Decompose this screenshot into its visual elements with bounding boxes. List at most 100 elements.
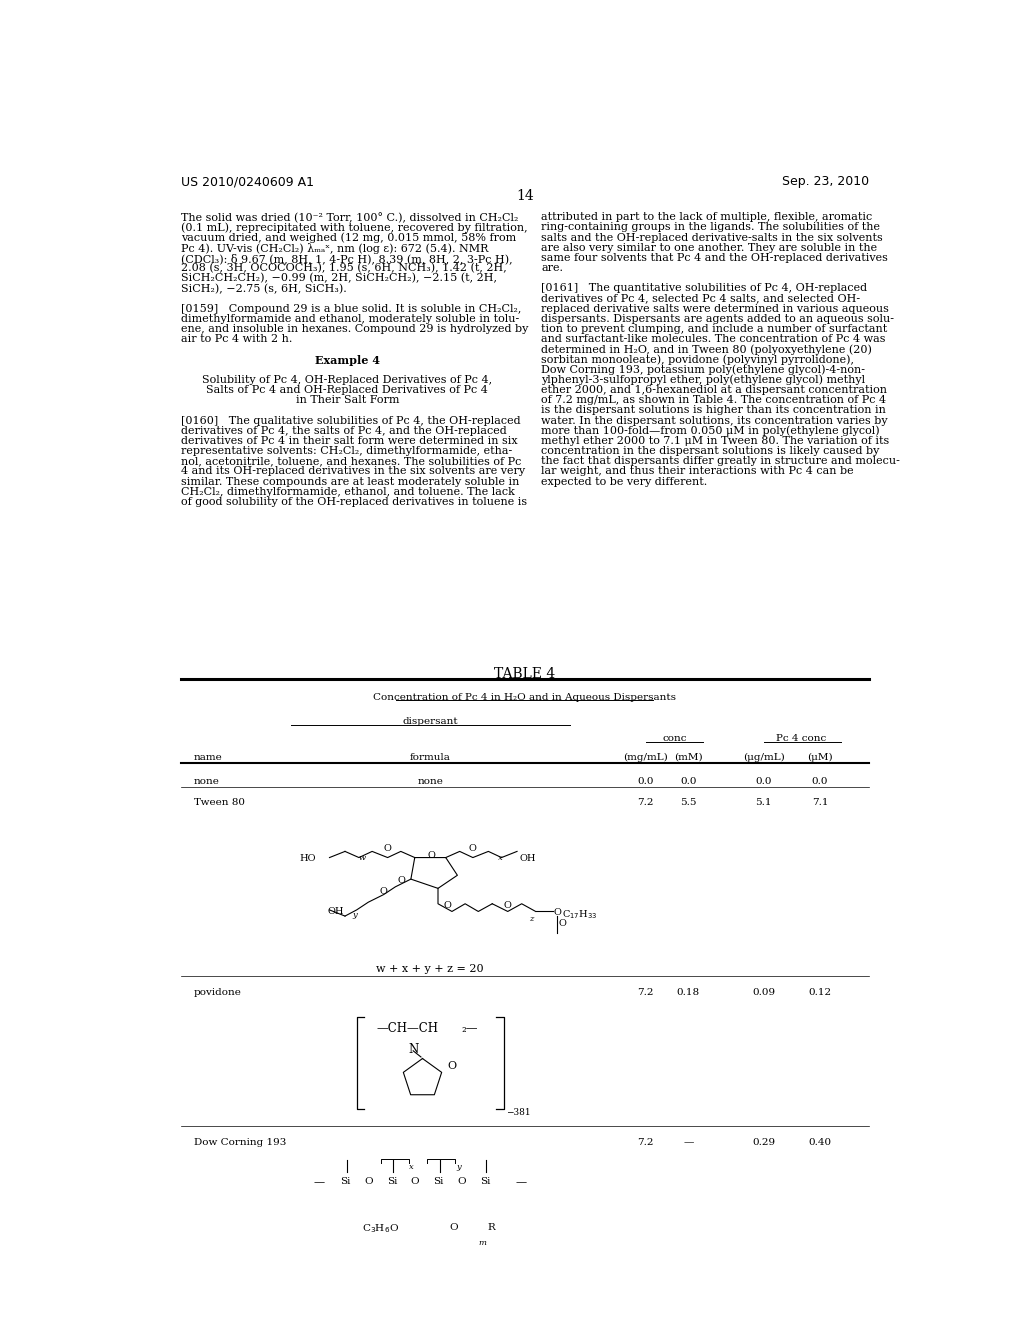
Text: y: y (352, 911, 356, 920)
Text: dimethylformamide and ethanol, moderately soluble in tolu-: dimethylformamide and ethanol, moderatel… (180, 314, 519, 323)
Text: —CH—CH: —CH—CH (376, 1022, 438, 1035)
Text: Si: Si (387, 1177, 397, 1187)
Text: TABLE 4: TABLE 4 (495, 667, 555, 681)
Text: 7.1: 7.1 (812, 799, 828, 808)
Text: O: O (380, 887, 388, 896)
Text: 0.12: 0.12 (809, 987, 831, 997)
Text: w: w (358, 854, 366, 862)
Text: (mg/mL): (mg/mL) (624, 752, 668, 762)
Text: (0.1 mL), reprecipitated with toluene, recovered by filtration,: (0.1 mL), reprecipitated with toluene, r… (180, 223, 527, 234)
Text: 0.29: 0.29 (752, 1138, 775, 1147)
Text: 2.08 (s, 3H, OCOCOCH₃), 1.95 (s, 6H, NCH₃), 1.42 (t, 2H,: 2.08 (s, 3H, OCOCOCH₃), 1.95 (s, 6H, NCH… (180, 263, 507, 273)
Text: O: O (411, 1177, 419, 1187)
Text: sorbitan monooleate), povidone (polyvinyl pyrrolidone),: sorbitan monooleate), povidone (polyviny… (541, 355, 854, 366)
Text: SiCH₂), −2.75 (s, 6H, SiCH₃).: SiCH₂), −2.75 (s, 6H, SiCH₃). (180, 284, 346, 294)
Text: concentration in the dispersant solutions is likely caused by: concentration in the dispersant solution… (541, 446, 880, 457)
Text: Sep. 23, 2010: Sep. 23, 2010 (781, 176, 869, 189)
Text: in Their Salt Form: in Their Salt Form (296, 395, 399, 405)
Text: ₂—: ₂— (461, 1022, 478, 1035)
Text: similar. These compounds are at least moderately soluble in: similar. These compounds are at least mo… (180, 477, 519, 487)
Text: Pc 4). UV-vis (CH₂Cl₂) λₘₐˣ, nm (log ε): 672 (5.4). NMR: Pc 4). UV-vis (CH₂Cl₂) λₘₐˣ, nm (log ε):… (180, 243, 488, 253)
Text: [0161]   The quantitative solubilities of Pc 4, OH-replaced: [0161] The quantitative solubilities of … (541, 284, 867, 293)
Text: O: O (559, 919, 566, 928)
Text: Si: Si (340, 1177, 351, 1187)
Text: Concentration of Pc 4 in H₂O and in Aqueous Dispersants: Concentration of Pc 4 in H₂O and in Aque… (374, 693, 676, 702)
Text: O: O (447, 1061, 457, 1072)
Text: are also very similar to one another. They are soluble in the: are also very similar to one another. Th… (541, 243, 878, 253)
Text: conc: conc (663, 734, 687, 743)
Text: of 7.2 mg/mL, as shown in Table 4. The concentration of Pc 4: of 7.2 mg/mL, as shown in Table 4. The c… (541, 395, 886, 405)
Text: tion to prevent clumping, and include a number of surfactant: tion to prevent clumping, and include a … (541, 325, 888, 334)
Text: C$_3$H$_6$O: C$_3$H$_6$O (362, 1222, 399, 1234)
Text: —: — (515, 1177, 526, 1187)
Text: expected to be very different.: expected to be very different. (541, 477, 708, 487)
Text: The solid was dried (10⁻² Torr, 100° C.), dissolved in CH₂Cl₂: The solid was dried (10⁻² Torr, 100° C.)… (180, 213, 518, 223)
Text: OH: OH (328, 907, 344, 916)
Text: Pc 4 conc: Pc 4 conc (775, 734, 825, 743)
Text: Dow Corning 193: Dow Corning 193 (194, 1138, 287, 1147)
Text: more than 100-fold—from 0.050 μM in poly(ethylene glycol): more than 100-fold—from 0.050 μM in poly… (541, 426, 880, 437)
Text: O: O (397, 876, 406, 884)
Text: O: O (450, 1224, 459, 1233)
Text: Si: Si (433, 1177, 443, 1187)
Text: US 2010/0240609 A1: US 2010/0240609 A1 (180, 176, 313, 189)
Text: vacuum dried, and weighed (12 mg, 0.015 mmol, 58% from: vacuum dried, and weighed (12 mg, 0.015 … (180, 232, 516, 243)
Text: Example 4: Example 4 (314, 355, 380, 366)
Text: 0.40: 0.40 (809, 1138, 831, 1147)
Text: [0159]   Compound 29 is a blue solid. It is soluble in CH₂Cl₂,: [0159] Compound 29 is a blue solid. It i… (180, 304, 521, 314)
Text: are.: are. (541, 263, 563, 273)
Text: determined in H₂O, and in Tween 80 (polyoxyethylene (20): determined in H₂O, and in Tween 80 (poly… (541, 345, 872, 355)
Text: SiCH₂CH₂CH₂), −0.99 (m, 2H, SiCH₂CH₂), −2.15 (t, 2H,: SiCH₂CH₂CH₂), −0.99 (m, 2H, SiCH₂CH₂), −… (180, 273, 497, 284)
Text: replaced derivative salts were determined in various aqueous: replaced derivative salts were determine… (541, 304, 889, 314)
Text: y: y (456, 1163, 461, 1171)
Text: (CDCl₃): δ 9.67 (m, 8H, 1, 4-Pc H), 8.39 (m, 8H, 2, 3-Pc H),: (CDCl₃): δ 9.67 (m, 8H, 1, 4-Pc H), 8.39… (180, 253, 512, 264)
Text: ene, and insoluble in hexanes. Compound 29 is hydrolyzed by: ene, and insoluble in hexanes. Compound … (180, 325, 528, 334)
Text: povidone: povidone (194, 987, 242, 997)
Text: nol, acetonitrile, toluene, and hexanes. The solubilities of Pc: nol, acetonitrile, toluene, and hexanes.… (180, 457, 521, 466)
Text: 0.18: 0.18 (677, 987, 699, 997)
Text: formula: formula (410, 752, 451, 762)
Text: —: — (683, 1138, 693, 1147)
Text: m: m (478, 1238, 486, 1246)
Text: 0.0: 0.0 (756, 776, 772, 785)
Text: Tween 80: Tween 80 (194, 799, 245, 808)
Text: 7.2: 7.2 (638, 799, 654, 808)
Text: none: none (418, 776, 443, 785)
Text: z: z (528, 915, 534, 923)
Text: −381: −381 (506, 1107, 530, 1117)
Text: C$_{17}$H$_{33}$: C$_{17}$H$_{33}$ (562, 908, 597, 921)
Text: Salts of Pc 4 and OH-Replaced Derivatives of Pc 4: Salts of Pc 4 and OH-Replaced Derivative… (207, 385, 488, 395)
Text: salts and the OH-replaced derivative-salts in the six solvents: salts and the OH-replaced derivative-sal… (541, 232, 883, 243)
Text: derivatives of Pc 4, the salts of Pc 4, and the OH-replaced: derivatives of Pc 4, the salts of Pc 4, … (180, 426, 507, 436)
Text: 0.0: 0.0 (680, 776, 696, 785)
Text: 5.5: 5.5 (680, 799, 696, 808)
Text: 7.2: 7.2 (638, 1138, 654, 1147)
Text: O: O (504, 900, 512, 909)
Text: 5.1: 5.1 (756, 799, 772, 808)
Text: (μM): (μM) (807, 752, 833, 762)
Text: HO: HO (299, 854, 315, 863)
Text: derivatives of Pc 4, selected Pc 4 salts, and selected OH-: derivatives of Pc 4, selected Pc 4 salts… (541, 293, 860, 304)
Text: O: O (554, 908, 561, 917)
Text: x: x (410, 1163, 414, 1171)
Text: ether 2000, and 1,6-hexanediol at a dispersant concentration: ether 2000, and 1,6-hexanediol at a disp… (541, 385, 887, 395)
Text: O: O (469, 845, 477, 854)
Text: O: O (443, 900, 452, 909)
Text: (μg/mL): (μg/mL) (742, 752, 784, 762)
Text: —: — (314, 1177, 326, 1187)
Text: and surfactant-like molecules. The concentration of Pc 4 was: and surfactant-like molecules. The conce… (541, 334, 886, 345)
Text: 0.0: 0.0 (812, 776, 828, 785)
Text: air to Pc 4 with 2 h.: air to Pc 4 with 2 h. (180, 334, 292, 345)
Text: none: none (194, 776, 220, 785)
Text: methyl ether 2000 to 7.1 μM in Tween 80. The variation of its: methyl ether 2000 to 7.1 μM in Tween 80.… (541, 436, 889, 446)
Text: dispersants. Dispersants are agents added to an aqueous solu-: dispersants. Dispersants are agents adde… (541, 314, 894, 323)
Text: 0.0: 0.0 (638, 776, 654, 785)
Text: CH₂Cl₂, dimethylformamide, ethanol, and toluene. The lack: CH₂Cl₂, dimethylformamide, ethanol, and … (180, 487, 515, 496)
Text: OH: OH (519, 854, 536, 863)
Text: same four solvents that Pc 4 and the OH-replaced derivatives: same four solvents that Pc 4 and the OH-… (541, 253, 888, 263)
Text: N: N (409, 1043, 419, 1056)
Text: Si: Si (480, 1177, 490, 1187)
Text: R: R (487, 1224, 496, 1233)
Text: attributed in part to the lack of multiple, flexible, aromatic: attributed in part to the lack of multip… (541, 213, 872, 222)
Text: O: O (457, 1177, 466, 1187)
